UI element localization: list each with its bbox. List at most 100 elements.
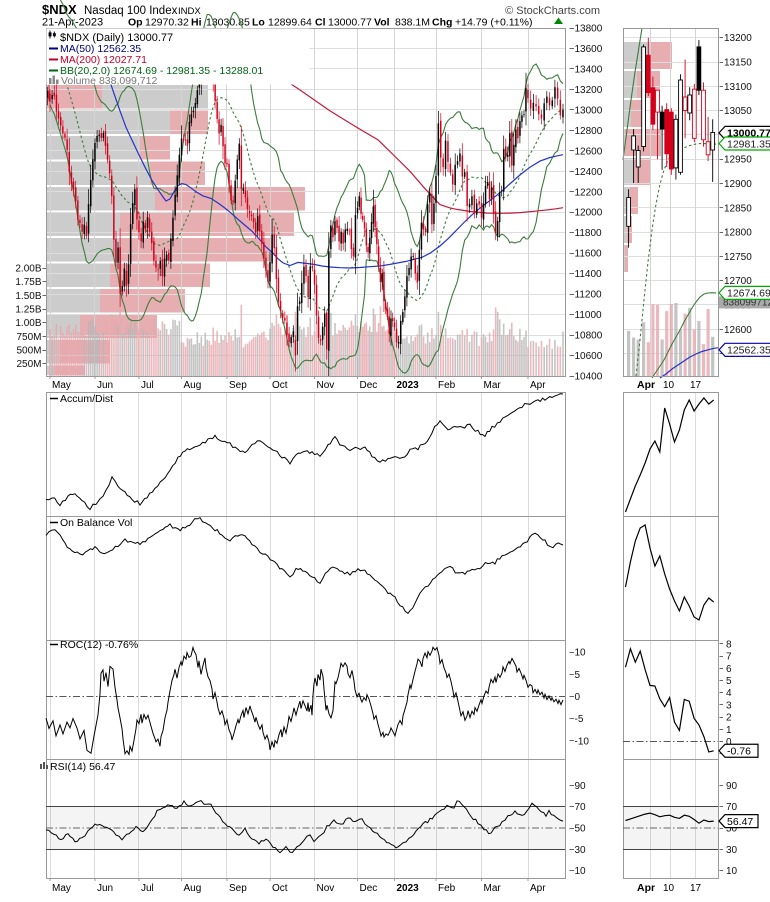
svg-text:$NDX: $NDX	[42, 2, 77, 17]
svg-text:2023: 2023	[397, 883, 420, 894]
svg-text:12674.69: 12674.69	[727, 288, 770, 300]
svg-text:Apr: Apr	[637, 882, 655, 894]
svg-text:11200: 11200	[575, 290, 603, 301]
svg-text:13800: 13800	[575, 24, 603, 35]
svg-text:Vol: Vol	[374, 17, 390, 29]
svg-text:Aug: Aug	[184, 380, 202, 391]
svg-text:12562.35: 12562.35	[727, 345, 770, 357]
svg-text:Nov: Nov	[317, 380, 335, 391]
svg-text:-5: -5	[575, 714, 584, 725]
svg-text:3: 3	[726, 700, 732, 711]
svg-text:Cl: Cl	[315, 17, 326, 29]
svg-text:13400: 13400	[575, 64, 603, 75]
svg-text:Mar: Mar	[484, 380, 502, 391]
svg-text:Sep: Sep	[229, 380, 247, 391]
svg-text:13200: 13200	[575, 85, 603, 96]
svg-text:10400: 10400	[575, 372, 603, 383]
svg-text:-0.76: -0.76	[727, 746, 751, 758]
svg-text:12600: 12600	[575, 146, 603, 157]
svg-text:Feb: Feb	[438, 380, 456, 391]
svg-text:50: 50	[726, 824, 738, 835]
svg-text:MA(200) 12027.71: MA(200) 12027.71	[60, 54, 147, 66]
svg-text:Volume 838,099,712: Volume 838,099,712	[61, 75, 157, 87]
svg-text:Hi: Hi	[191, 17, 202, 29]
svg-text:Op: Op	[128, 17, 143, 29]
svg-text:13000: 13000	[575, 105, 603, 116]
svg-text:Apr: Apr	[637, 379, 655, 391]
svg-text:RSI(14) 56.47: RSI(14) 56.47	[50, 761, 116, 773]
svg-text:500M: 500M	[16, 346, 41, 357]
svg-text:30: 30	[726, 845, 738, 856]
svg-text:12400: 12400	[575, 167, 603, 178]
svg-text:Jul: Jul	[141, 380, 154, 391]
svg-text:10: 10	[663, 883, 675, 894]
svg-text:12850: 12850	[724, 203, 752, 214]
svg-text:Oct: Oct	[272, 883, 288, 894]
svg-text:Dec: Dec	[360, 883, 378, 894]
svg-text:838.1M: 838.1M	[395, 17, 430, 29]
svg-text:838099712: 838099712	[723, 298, 770, 309]
svg-text:-10: -10	[575, 737, 590, 748]
svg-text:May: May	[52, 883, 71, 894]
svg-text:On Balance Vol: On Balance Vol	[60, 517, 132, 529]
svg-text:10: 10	[726, 866, 738, 877]
svg-text:2.00B: 2.00B	[15, 264, 41, 275]
svg-text:17: 17	[690, 883, 702, 894]
svg-text:56.47: 56.47	[727, 816, 753, 828]
svg-text:Oct: Oct	[272, 380, 288, 391]
svg-text:Lo: Lo	[252, 17, 265, 29]
svg-text:10: 10	[663, 380, 675, 391]
svg-text:70: 70	[726, 802, 738, 813]
svg-text:12750: 12750	[724, 252, 752, 263]
svg-text:Sep: Sep	[229, 883, 247, 894]
svg-text:2: 2	[726, 713, 732, 724]
svg-text:10: 10	[575, 866, 587, 877]
svg-text:1.50B: 1.50B	[15, 291, 41, 302]
svg-text:1.75B: 1.75B	[15, 277, 41, 288]
svg-text:11800: 11800	[575, 228, 603, 239]
svg-text:0: 0	[726, 737, 732, 748]
svg-text:10800: 10800	[575, 331, 603, 342]
svg-text:12970.32: 12970.32	[145, 17, 189, 29]
svg-text:12899.64: 12899.64	[268, 17, 312, 29]
svg-text:Aug: Aug	[184, 883, 202, 894]
svg-text:Feb: Feb	[438, 883, 456, 894]
svg-text:BB(20,2.0) 12674.69 - 12981.35: BB(20,2.0) 12674.69 - 12981.35 - 13288.0…	[60, 65, 263, 77]
svg-text:12800: 12800	[724, 228, 752, 239]
svg-text:6: 6	[726, 664, 732, 675]
svg-text:Jun: Jun	[97, 883, 113, 894]
svg-text:12200: 12200	[575, 187, 603, 198]
svg-text:$NDX (Daily) 13000.77: $NDX (Daily) 13000.77	[60, 32, 173, 44]
svg-text:50: 50	[575, 824, 587, 835]
svg-text:750M: 750M	[16, 332, 41, 343]
svg-text:12981.35: 12981.35	[727, 138, 770, 150]
svg-text:1: 1	[726, 725, 732, 736]
svg-text:4: 4	[726, 688, 732, 699]
svg-text:Jun: Jun	[97, 380, 113, 391]
svg-text:Apr: Apr	[530, 380, 546, 391]
svg-text:MA(50) 12562.35: MA(50) 12562.35	[60, 43, 141, 55]
svg-text:11400: 11400	[575, 269, 603, 280]
svg-text:0: 0	[575, 692, 581, 703]
svg-text:8: 8	[726, 639, 732, 650]
svg-text:5: 5	[726, 676, 732, 687]
svg-text:90: 90	[575, 781, 587, 792]
svg-text:Jul: Jul	[141, 883, 154, 894]
svg-text:13100: 13100	[724, 82, 752, 93]
svg-text:90: 90	[726, 781, 738, 792]
svg-text:Apr: Apr	[530, 883, 546, 894]
svg-text:Mar: Mar	[484, 883, 502, 894]
svg-text:Chg: Chg	[432, 17, 452, 29]
svg-text:10: 10	[575, 648, 587, 659]
svg-text:5: 5	[575, 670, 581, 681]
svg-text:70: 70	[575, 802, 587, 813]
svg-text:12950: 12950	[724, 155, 752, 166]
svg-text:13000.77: 13000.77	[328, 17, 372, 29]
svg-text:13050: 13050	[724, 106, 752, 117]
svg-text:ROC(12) -0.76%: ROC(12) -0.76%	[60, 639, 138, 651]
svg-text:250M: 250M	[16, 359, 41, 370]
svg-text:12800: 12800	[575, 126, 603, 137]
svg-text:+14.79 (+0.11%): +14.79 (+0.11%)	[455, 17, 532, 29]
svg-text:Accum/Dist: Accum/Dist	[60, 393, 113, 405]
svg-text:13600: 13600	[575, 44, 603, 55]
